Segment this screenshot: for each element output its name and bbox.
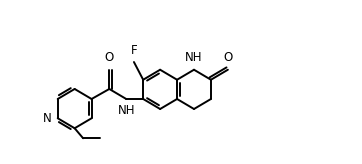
- Text: O: O: [223, 51, 232, 64]
- Text: F: F: [131, 44, 137, 57]
- Text: N: N: [43, 112, 51, 125]
- Text: NH: NH: [118, 104, 135, 117]
- Text: NH: NH: [185, 51, 203, 64]
- Text: O: O: [105, 51, 114, 64]
